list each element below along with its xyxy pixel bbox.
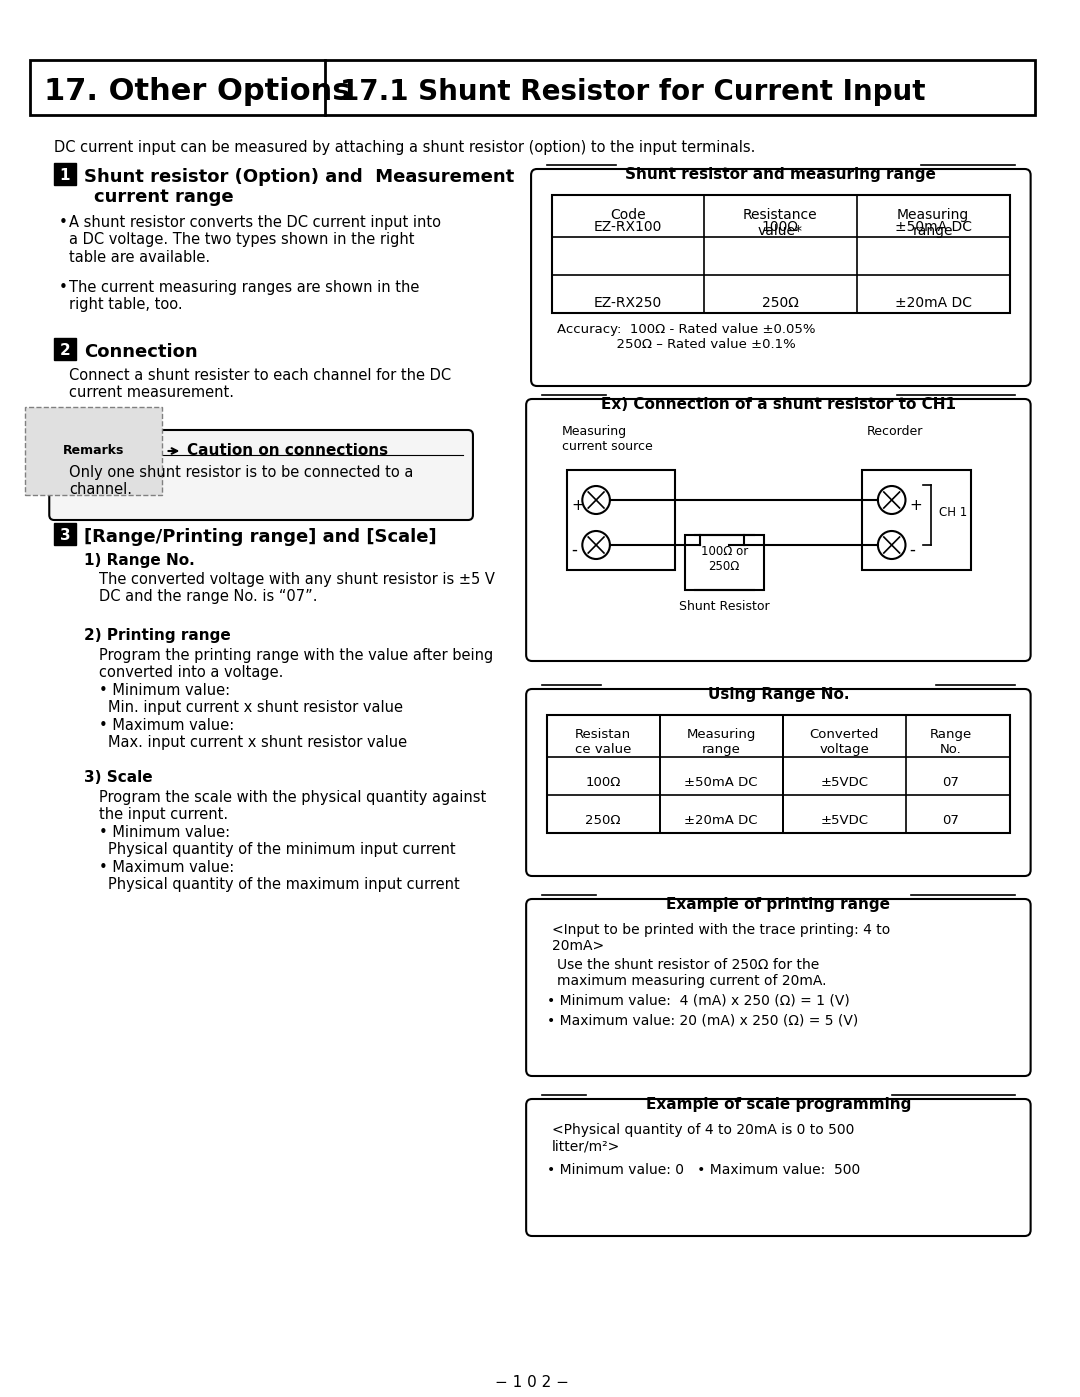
Text: Resistance
value*: Resistance value* [743,208,818,239]
FancyBboxPatch shape [862,469,971,570]
Text: ±20mA DC: ±20mA DC [685,814,758,827]
Text: Remarks: Remarks [63,444,124,457]
FancyBboxPatch shape [526,400,1030,661]
Text: Caution on connections: Caution on connections [187,443,389,458]
Text: Only one shunt resistor is to be connected to a
channel.: Only one shunt resistor is to be connect… [69,465,414,497]
FancyBboxPatch shape [531,169,1030,386]
Text: • Minimum value: 0   • Maximum value:  500: • Minimum value: 0 • Maximum value: 500 [546,1162,860,1178]
Text: Code: Code [610,208,646,222]
FancyBboxPatch shape [54,522,76,545]
Text: Ex) Connection of a shunt resistor to CH1: Ex) Connection of a shunt resistor to CH… [600,397,956,412]
Text: [Range/Printing range] and [Scale]: [Range/Printing range] and [Scale] [84,528,436,546]
Text: 1) Range No.: 1) Range No. [84,553,194,569]
Text: ±50mA DC: ±50mA DC [894,219,972,235]
FancyBboxPatch shape [685,535,764,590]
Text: 100Ω or
250Ω: 100Ω or 250Ω [701,545,747,573]
Text: Resistan
ce value: Resistan ce value [575,728,631,756]
FancyBboxPatch shape [50,430,473,520]
Text: -: - [571,541,578,559]
Text: ±50mA DC: ±50mA DC [685,775,758,789]
Text: <Input to be printed with the trace printing: 4 to
20mA>: <Input to be printed with the trace prin… [552,923,890,953]
Text: Max. input current x shunt resistor value: Max. input current x shunt resistor valu… [108,735,407,750]
Text: 1: 1 [59,168,70,183]
Text: Measuring
current source: Measuring current source [562,425,652,453]
Text: 250Ω: 250Ω [761,296,799,310]
Text: Measuring
range: Measuring range [687,728,756,756]
Text: 100Ω: 100Ω [761,219,799,235]
FancyBboxPatch shape [54,338,76,360]
Text: • Maximum value:: • Maximum value: [98,718,233,733]
Text: ±5VDC: ±5VDC [821,775,868,789]
Text: 3) Scale: 3) Scale [84,770,152,785]
Text: Using Range No.: Using Range No. [707,687,849,703]
Text: Connection: Connection [84,344,198,360]
Text: 100Ω: 100Ω [585,775,621,789]
Text: Shunt Resistor: Shunt Resistor [679,599,770,613]
Text: Example of scale programming: Example of scale programming [646,1097,912,1112]
Text: • Minimum value:: • Minimum value: [98,683,230,698]
Text: <Physical quantity of 4 to 20mA is 0 to 500
litter/m²>: <Physical quantity of 4 to 20mA is 0 to … [552,1123,854,1153]
Text: Min. input current x shunt resistor value: Min. input current x shunt resistor valu… [108,700,404,715]
Text: • Maximum value: 20 (mA) x 250 (Ω) = 5 (V): • Maximum value: 20 (mA) x 250 (Ω) = 5 (… [546,1013,859,1027]
Text: Connect a shunt resister to each channel for the DC
current measurement.: Connect a shunt resister to each channel… [69,367,451,401]
Text: DC current input can be measured by attaching a shunt resistor (option) to the i: DC current input can be measured by atta… [54,140,756,155]
Text: EZ-RX100: EZ-RX100 [593,219,662,235]
FancyBboxPatch shape [546,715,1010,833]
Text: Program the scale with the physical quantity against
the input current.: Program the scale with the physical quan… [98,789,486,823]
Text: •: • [59,215,68,231]
Text: Physical quantity of the maximum input current: Physical quantity of the maximum input c… [108,877,460,893]
Text: 17. Other Options: 17. Other Options [44,77,351,106]
FancyBboxPatch shape [526,900,1030,1076]
Text: 2: 2 [59,344,70,358]
FancyBboxPatch shape [567,469,675,570]
FancyBboxPatch shape [552,196,1010,313]
Text: Measuring
range: Measuring range [897,208,969,239]
Text: • Minimum value:  4 (mA) x 250 (Ω) = 1 (V): • Minimum value: 4 (mA) x 250 (Ω) = 1 (V… [546,993,850,1007]
Text: − 1 0 2 −: − 1 0 2 − [495,1375,569,1390]
Text: • Maximum value:: • Maximum value: [98,861,233,875]
FancyBboxPatch shape [526,1099,1030,1236]
Text: ±20mA DC: ±20mA DC [894,296,972,310]
Text: 07: 07 [943,814,959,827]
Text: The converted voltage with any shunt resistor is ±5 V
DC and the range No. is “0: The converted voltage with any shunt res… [98,571,495,605]
Text: Shunt resistor and measuring range: Shunt resistor and measuring range [625,168,935,182]
Text: 250Ω: 250Ω [585,814,621,827]
Text: 07: 07 [943,775,959,789]
Text: Accuracy:  100Ω - Rated value ±0.05%
              250Ω – Rated value ±0.1%: Accuracy: 100Ω - Rated value ±0.05% 250Ω… [556,323,815,351]
Text: The current measuring ranges are shown in the
right table, too.: The current measuring ranges are shown i… [69,279,419,313]
Text: A shunt resistor converts the DC current input into
a DC voltage. The two types : A shunt resistor converts the DC current… [69,215,441,265]
Text: Recorder: Recorder [867,425,923,439]
FancyBboxPatch shape [526,689,1030,876]
FancyBboxPatch shape [54,163,76,184]
Text: 2) Printing range: 2) Printing range [84,629,230,643]
Text: •: • [59,279,68,295]
Text: Converted
voltage: Converted voltage [810,728,879,756]
Text: 17.1 Shunt Resistor for Current Input: 17.1 Shunt Resistor for Current Input [340,78,926,106]
Text: Use the shunt resistor of 250Ω for the
maximum measuring current of 20mA.: Use the shunt resistor of 250Ω for the m… [556,958,826,988]
Text: CH 1: CH 1 [939,506,968,518]
Text: • Minimum value:: • Minimum value: [98,826,230,840]
Text: Example of printing range: Example of printing range [666,897,890,912]
Text: -: - [909,541,916,559]
Text: EZ-RX250: EZ-RX250 [594,296,662,310]
Text: Physical quantity of the minimum input current: Physical quantity of the minimum input c… [108,842,456,856]
Text: Shunt resistor (Option) and  Measurement: Shunt resistor (Option) and Measurement [84,168,514,186]
FancyBboxPatch shape [29,60,1035,115]
Text: +: + [909,497,922,513]
Text: ±5VDC: ±5VDC [821,814,868,827]
Text: Range
No.: Range No. [930,728,972,756]
Text: Program the printing range with the value after being
converted into a voltage.: Program the printing range with the valu… [98,648,492,680]
Text: current range: current range [94,189,233,205]
Text: +: + [571,497,584,513]
Text: 3: 3 [59,528,70,543]
